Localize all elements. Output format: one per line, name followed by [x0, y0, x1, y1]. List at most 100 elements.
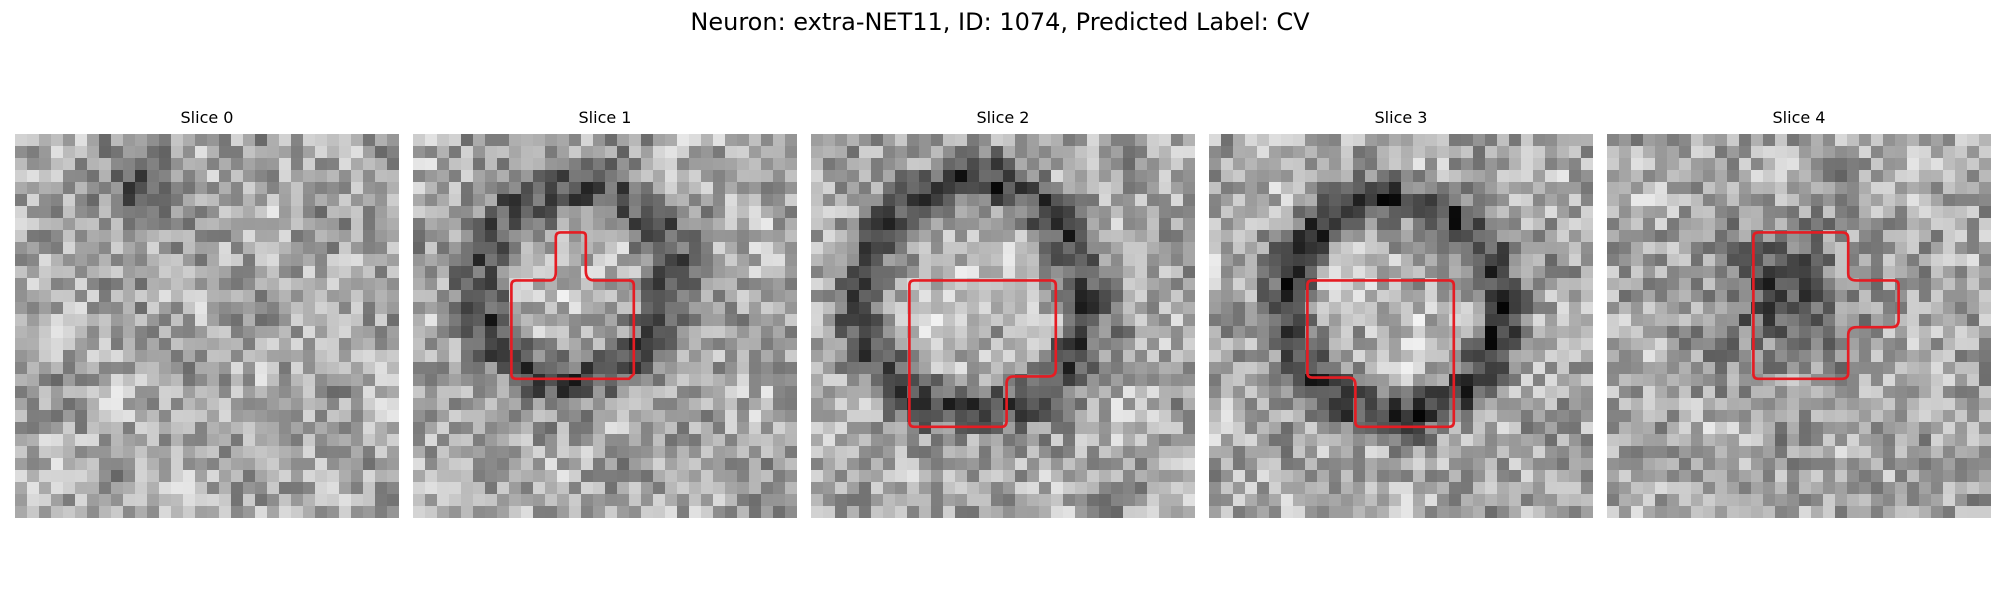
image-pixel — [1221, 470, 1234, 483]
image-pixel — [967, 290, 980, 303]
image-pixel — [1377, 302, 1390, 315]
image-pixel — [1667, 422, 1680, 435]
image-pixel — [943, 410, 956, 423]
image-pixel — [1221, 206, 1234, 219]
image-pixel — [1643, 182, 1656, 195]
image-pixel — [303, 170, 316, 183]
image-pixel — [135, 386, 148, 399]
image-pixel — [1691, 290, 1704, 303]
image-pixel — [1679, 398, 1692, 411]
image-pixel — [1811, 290, 1824, 303]
image-pixel — [1545, 494, 1558, 507]
image-pixel — [1557, 482, 1570, 495]
image-pixel — [243, 470, 256, 483]
image-pixel — [1365, 134, 1378, 147]
image-pixel — [375, 506, 388, 518]
image-pixel — [461, 398, 474, 411]
image-pixel — [1533, 314, 1546, 327]
image-pixel — [737, 494, 750, 507]
image-pixel — [1679, 146, 1692, 159]
image-pixel — [195, 410, 208, 423]
image-pixel — [533, 206, 546, 219]
image-pixel — [1051, 182, 1064, 195]
image-pixel — [1533, 434, 1546, 447]
image-pixel — [1739, 218, 1752, 231]
image-pixel — [1087, 374, 1100, 387]
image-pixel — [1209, 206, 1222, 219]
image-pixel — [1003, 386, 1016, 399]
image-pixel — [1221, 302, 1234, 315]
image-pixel — [473, 218, 486, 231]
image-pixel — [1015, 134, 1028, 147]
image-pixel — [811, 302, 824, 315]
image-pixel — [425, 398, 438, 411]
image-pixel — [291, 422, 304, 435]
image-pixel — [1859, 242, 1872, 255]
image-pixel — [195, 254, 208, 267]
image-pixel — [581, 386, 594, 399]
image-pixel — [895, 146, 908, 159]
image-pixel — [1123, 494, 1136, 507]
image-pixel — [749, 170, 762, 183]
image-pixel — [701, 242, 714, 255]
image-pixel — [413, 410, 426, 423]
image-pixel — [279, 422, 292, 435]
image-pixel — [785, 146, 797, 159]
image-pixel — [943, 182, 956, 195]
image-pixel — [653, 350, 666, 363]
image-pixel — [1919, 410, 1932, 423]
image-pixel — [1461, 386, 1474, 399]
image-pixel — [991, 470, 1004, 483]
image-pixel — [1377, 170, 1390, 183]
image-pixel — [1099, 494, 1112, 507]
image-pixel — [27, 362, 40, 375]
image-pixel — [1631, 290, 1644, 303]
image-pixel — [1569, 470, 1582, 483]
image-pixel — [1087, 314, 1100, 327]
image-pixel — [195, 398, 208, 411]
image-pixel — [1775, 434, 1788, 447]
image-pixel — [231, 482, 244, 495]
image-pixel — [835, 482, 848, 495]
image-pixel — [1787, 182, 1800, 195]
image-pixel — [919, 434, 932, 447]
image-pixel — [207, 326, 220, 339]
image-pixel — [1087, 134, 1100, 147]
image-pixel — [1979, 314, 1991, 327]
image-pixel — [1619, 434, 1632, 447]
image-pixel — [279, 410, 292, 423]
image-pixel — [99, 158, 112, 171]
image-pixel — [497, 446, 510, 459]
image-pixel — [315, 278, 328, 291]
image-pixel — [375, 350, 388, 363]
image-pixel — [859, 446, 872, 459]
image-pixel — [351, 422, 364, 435]
image-pixel — [1147, 170, 1160, 183]
image-pixel — [1775, 314, 1788, 327]
image-pixel — [1509, 170, 1522, 183]
image-pixel — [195, 374, 208, 387]
image-pixel — [1051, 482, 1064, 495]
image-pixel — [1329, 326, 1342, 339]
image-pixel — [665, 278, 678, 291]
image-pixel — [1183, 362, 1195, 375]
image-pixel — [1811, 170, 1824, 183]
image-pixel — [1449, 170, 1462, 183]
image-pixel — [27, 218, 40, 231]
image-pixel — [1063, 482, 1076, 495]
image-pixel — [1269, 374, 1282, 387]
image-pixel — [39, 350, 52, 363]
image-pixel — [1257, 290, 1270, 303]
image-pixel — [231, 278, 244, 291]
image-pixel — [1497, 290, 1510, 303]
image-pixel — [1027, 218, 1040, 231]
image-pixel — [1631, 362, 1644, 375]
image-pixel — [207, 254, 220, 267]
image-pixel — [1341, 170, 1354, 183]
image-pixel — [1353, 350, 1366, 363]
image-pixel — [823, 350, 836, 363]
image-pixel — [919, 242, 932, 255]
image-pixel — [171, 338, 184, 351]
image-pixel — [171, 194, 184, 207]
image-pixel — [737, 146, 750, 159]
